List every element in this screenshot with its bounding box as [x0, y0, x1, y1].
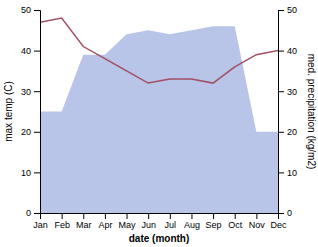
tick: 10: [21, 168, 40, 178]
tick-label: Nov: [249, 220, 266, 230]
line: [40, 18, 278, 83]
tick-mark: [278, 91, 284, 92]
tick-label: Dec: [270, 220, 287, 230]
marks: [40, 18, 278, 213]
axis-line: [41, 214, 279, 220]
tick-mark: [278, 172, 284, 173]
tick: Oct: [228, 213, 243, 230]
chart-svg: JanFebMarAprMayJunJulAugSepOctNovDec0102…: [0, 0, 318, 247]
tick-label: 30: [287, 87, 297, 97]
area: [40, 26, 278, 213]
tick-label: 0: [287, 208, 292, 218]
tick-mark: [127, 213, 128, 219]
tick-label: 20: [287, 127, 297, 137]
tick-label: 0: [26, 208, 31, 218]
tick-label: Jul: [165, 220, 177, 230]
tick: Sep: [206, 213, 222, 230]
y2-axis: 0 10 20 30 40 50: [278, 5, 297, 218]
tick: Dec: [270, 213, 287, 230]
plot: JanFebMarAprMayJunJulAugSepOctNovDec0102…: [3, 5, 317, 244]
tick: 20: [21, 127, 40, 137]
tick: Apr: [98, 213, 112, 230]
y-axis-title: max temp (C): [3, 81, 14, 142]
tick: Jan: [33, 213, 48, 230]
tick-label: May: [119, 220, 137, 230]
tick-label: Sep: [206, 220, 222, 230]
tick-mark: [235, 213, 236, 219]
y2-axis-title: med. precipitation (kg/m2): [306, 54, 317, 170]
tick-label: 10: [287, 168, 297, 178]
tick-mark: [148, 213, 149, 219]
tick: Feb: [54, 213, 70, 230]
tick: 50: [21, 5, 40, 15]
tick: Mar: [76, 213, 92, 230]
tick: 40: [278, 46, 297, 56]
tick-mark: [213, 213, 214, 219]
tick: 0: [278, 208, 292, 218]
tick-label: Feb: [54, 220, 70, 230]
tick: 30: [21, 87, 40, 97]
tick-label: Aug: [184, 220, 200, 230]
tick-label: Jun: [141, 220, 156, 230]
tick: Aug: [184, 213, 200, 230]
tick-mark: [34, 51, 40, 52]
tick-label: 30: [21, 87, 31, 97]
tick-label: 10: [21, 168, 31, 178]
tick-mark: [83, 213, 84, 219]
tick: Jul: [165, 213, 177, 230]
tick: 40: [21, 46, 40, 56]
tick-label: Jan: [33, 220, 48, 230]
tick-mark: [170, 213, 171, 219]
x-axis: Jan Feb Mar Apr May Jun Jul Aug Sep Oct Nov Dec: [33, 213, 287, 230]
tick: Nov: [249, 213, 266, 230]
tick: 10: [278, 168, 297, 178]
tick: 30: [278, 87, 297, 97]
y-axis: 0 10 20 30 40 50: [21, 5, 41, 218]
axis-line: [34, 11, 41, 214]
chart-container: JanFebMarAprMayJunJulAugSepOctNovDec0102…: [0, 0, 318, 247]
tick-label: 40: [287, 46, 297, 56]
tick: May: [119, 213, 137, 230]
tick-mark: [34, 10, 40, 11]
tick-label: 20: [21, 127, 31, 137]
tick-mark: [34, 132, 40, 133]
tick-mark: [278, 51, 284, 52]
tick-mark: [34, 172, 40, 173]
tick-label: 40: [21, 46, 31, 56]
tick-mark: [62, 213, 63, 219]
tick: Jun: [141, 213, 156, 230]
x-axis-title: date (month): [129, 233, 190, 244]
tick-mark: [278, 132, 284, 133]
tick-label: 50: [287, 5, 297, 15]
tick-mark: [256, 213, 257, 219]
tick: 20: [278, 127, 297, 137]
tick-mark: [191, 213, 192, 219]
tick-label: Mar: [76, 220, 92, 230]
tick-mark: [34, 91, 40, 92]
tick-mark: [278, 10, 284, 11]
tick: 0: [26, 208, 40, 218]
tick-label: 50: [21, 5, 31, 15]
tick-label: Apr: [98, 220, 112, 230]
tick: 50: [278, 5, 297, 15]
tick-mark: [105, 213, 106, 219]
tick-label: Oct: [228, 220, 243, 230]
axis-line: [279, 11, 285, 214]
tick-mark: [34, 213, 40, 214]
tick-mark: [278, 213, 284, 214]
